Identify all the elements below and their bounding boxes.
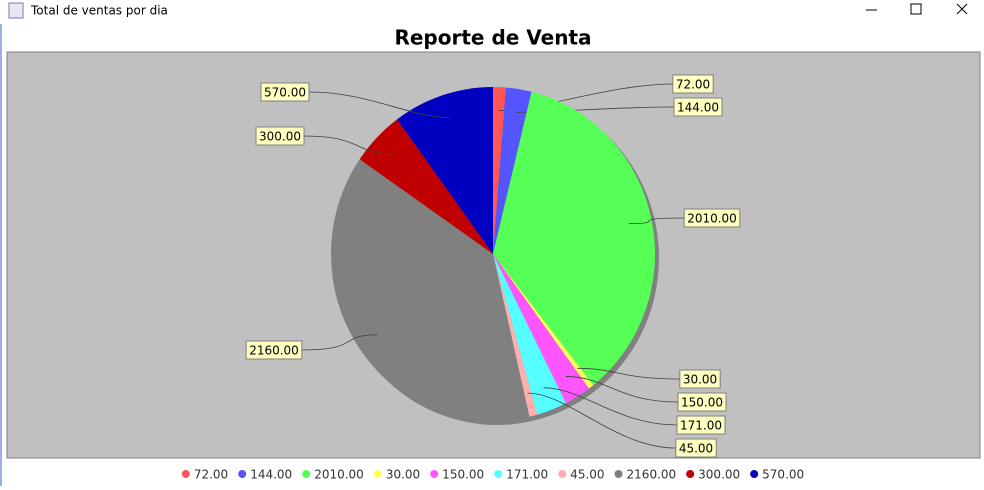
label-connector: [629, 217, 685, 224]
legend-marker: [302, 470, 311, 478]
legend-marker: [686, 470, 695, 478]
legend-marker: [558, 470, 567, 478]
legend-label: 171.00: [506, 468, 548, 482]
legend-marker: [750, 470, 759, 478]
label-box: [245, 340, 303, 360]
slice-label: 150.00: [681, 396, 723, 410]
label-box: [679, 369, 721, 389]
legend: 72.00 144.00 2010.00 30.00 150.00 171.00 45.00…: [181, 468, 804, 482]
title-bar: [0, 0, 984, 24]
label-connector: [527, 392, 676, 449]
legend-marker: [373, 470, 382, 478]
label-connector: [308, 91, 450, 118]
maximize-button[interactable]: [910, 3, 922, 15]
label-connector: [565, 376, 679, 403]
app-icon: [8, 2, 24, 19]
slice-label: 2010.00: [687, 212, 737, 226]
label-box: [672, 74, 714, 94]
label-box: [683, 208, 741, 228]
window-title: Total de ventas por dia: [30, 4, 168, 18]
pie-slice: [493, 254, 538, 417]
legend-marker: [430, 470, 439, 478]
pie-slice: [493, 87, 532, 254]
slice-label: 300.00: [259, 130, 301, 144]
pie-slice: [359, 119, 493, 255]
label-box: [677, 392, 727, 412]
pie-slice: [493, 87, 506, 254]
label-connector: [543, 387, 678, 426]
label-box: [673, 97, 723, 117]
label-box: [675, 438, 717, 458]
legend-label: 72.00: [194, 468, 228, 482]
legend-label: 2010.00: [314, 468, 364, 482]
legend-label: 300.00: [698, 468, 740, 482]
slice-label: 2160.00: [249, 344, 299, 358]
pie-slice: [493, 254, 589, 404]
legend-label: 570.00: [762, 468, 804, 482]
slice-label: 570.00: [264, 86, 306, 100]
pie-slice: [493, 254, 594, 389]
label-connector: [303, 135, 394, 155]
slice-label: 171.00: [680, 419, 722, 433]
label-connector: [301, 334, 378, 351]
legend-label: 30.00: [386, 468, 420, 482]
legend-marker: [238, 470, 247, 478]
close-button[interactable]: [956, 3, 968, 15]
pie-slice: [397, 87, 493, 254]
pie-slice: [331, 159, 530, 421]
legend-label: 2160.00: [627, 468, 677, 482]
label-connector: [577, 367, 680, 380]
label-box: [260, 82, 310, 102]
pie-slice: [493, 91, 655, 386]
legend-marker: [494, 470, 503, 478]
legend-label: 150.00: [442, 468, 484, 482]
legend-marker: [181, 470, 190, 478]
slice-label: 144.00: [677, 101, 719, 115]
slice-label: 30.00: [683, 373, 717, 387]
slice-label: 45.00: [679, 442, 713, 456]
legend-marker: [614, 470, 623, 478]
legend-label: 45.00: [570, 468, 604, 482]
pie: 72.00 144.00 2010.00 30.00 150.00 171.00 45.00…: [245, 74, 741, 458]
label-box: [255, 126, 305, 146]
pie-slice: [493, 254, 566, 415]
legend-label: 144.00: [250, 468, 292, 482]
label-box: [676, 415, 726, 435]
chart-title: Reporte de Venta: [394, 26, 591, 50]
slice-label: 72.00: [676, 78, 710, 92]
